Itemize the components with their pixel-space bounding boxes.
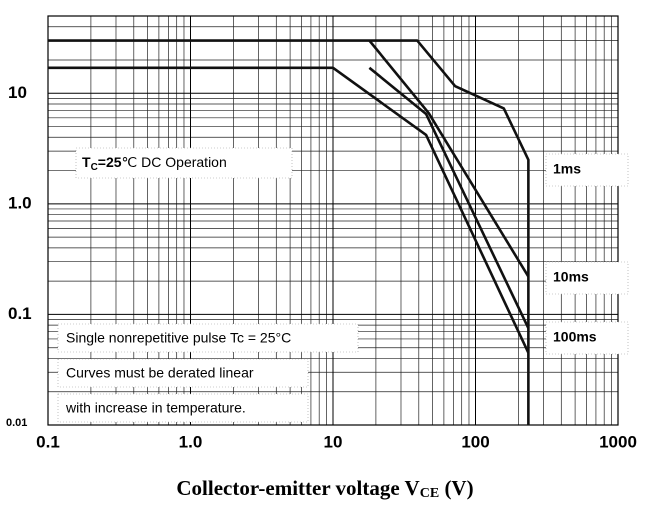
x-axis-label: Collector-emitter voltage VCE (V) xyxy=(176,476,473,501)
x-label-rest: (V) xyxy=(439,476,473,500)
note: Curves must be derated linear xyxy=(66,365,254,381)
x-tick-label: 1000 xyxy=(599,432,637,451)
x-tick-label: 10 xyxy=(324,432,343,451)
series-label-box xyxy=(545,261,629,295)
x-tick-label: 100 xyxy=(461,432,489,451)
note-box xyxy=(57,393,309,423)
series-label-box xyxy=(545,321,629,355)
condition-text: TC=25℃ DC Operation xyxy=(82,154,227,173)
note-box xyxy=(57,323,359,353)
curve xyxy=(48,39,530,425)
y-tick-label: 10 xyxy=(8,83,27,102)
series-label-box xyxy=(545,153,629,187)
condition-sub: C xyxy=(91,162,98,173)
x-tick-label: 0.1 xyxy=(36,432,60,451)
note: with increase in temperature. xyxy=(65,400,246,416)
curve xyxy=(368,39,530,278)
y-tick-label: 1.0 xyxy=(8,193,32,212)
condition-rest: ℃ DC Operation xyxy=(122,154,227,170)
note: Single nonrepetitive pulse Tc = 25°C xyxy=(66,330,291,346)
condition-main: T xyxy=(82,154,91,170)
y-tick-label: 0.1 xyxy=(8,304,32,323)
note-box xyxy=(57,358,309,388)
curve xyxy=(368,66,530,329)
x-label-sub: CE xyxy=(420,486,439,501)
y-tick-label: 0.01 xyxy=(6,417,27,429)
x-tick-label: 1.0 xyxy=(179,432,203,451)
series-label: 1ms xyxy=(553,161,581,177)
series-label: 100ms xyxy=(553,329,597,345)
condition-value: =25 xyxy=(98,154,122,170)
condition-box xyxy=(75,147,293,179)
series-label: 10ms xyxy=(553,269,589,285)
plot-frame xyxy=(47,15,619,426)
curve xyxy=(48,66,530,354)
x-label-main: Collector-emitter voltage V xyxy=(176,476,419,500)
